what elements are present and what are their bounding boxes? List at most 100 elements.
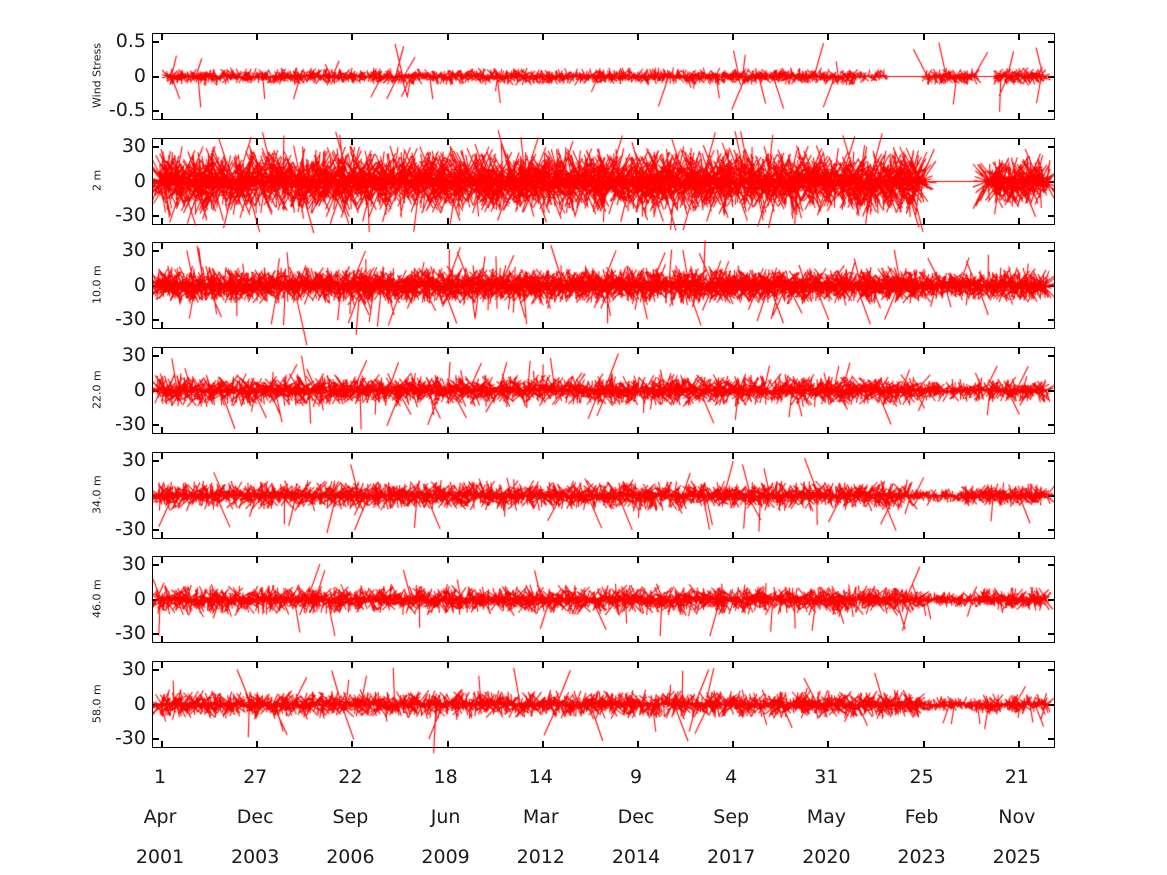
y-tick-label: 30: [121, 658, 146, 680]
y-tick-label: -30: [114, 204, 146, 226]
x-tick-label-year: 2014: [611, 846, 661, 868]
x-tick-mark: [922, 427, 925, 433]
x-tick-label-month: Feb: [904, 806, 939, 828]
x-tick-mark: [541, 427, 544, 433]
x-tick-mark: [541, 322, 544, 328]
x-tick-mark: [161, 427, 163, 433]
x-tick-mark: [1017, 453, 1020, 459]
x-tick-mark: [637, 532, 639, 538]
x-tick-mark: [922, 113, 925, 119]
y-tick-label: -0.5: [108, 99, 146, 121]
y-tick-mark: [153, 215, 159, 217]
stick-plot-canvas: [153, 330, 1054, 451]
x-tick-label-year: 2012: [516, 846, 565, 868]
y-tick-mark: [1048, 110, 1054, 112]
stick-panel-1: [152, 121, 1055, 242]
x-tick-mark: [351, 427, 354, 433]
y-tick-mark: [153, 75, 159, 78]
x-tick-mark: [446, 636, 449, 642]
x-tick-mark: [1017, 34, 1020, 40]
x-tick-mark: [637, 243, 639, 249]
x-tick-mark: [541, 532, 544, 538]
x-tick-mark: [541, 218, 544, 224]
y-tick-mark: [153, 564, 159, 566]
y-tick-label: -30: [114, 413, 146, 435]
x-tick-mark: [161, 662, 163, 668]
y-tick-mark: [1048, 460, 1054, 462]
stick-plot-canvas: [153, 225, 1054, 346]
x-tick-label: 22 Sep 2006: [305, 757, 395, 875]
x-tick-mark: [922, 741, 925, 747]
x-tick-mark: [161, 636, 163, 642]
x-tick-mark: [161, 322, 163, 328]
y-tick-mark: [153, 284, 159, 287]
y-tick-mark: [1048, 319, 1054, 321]
x-tick-mark: [446, 139, 449, 145]
x-tick-label-year: 2006: [326, 846, 375, 868]
x-tick-mark: [732, 557, 735, 563]
x-tick-mark: [637, 348, 639, 354]
x-tick-mark: [732, 636, 735, 642]
x-tick-label: 4 Sep 2017: [686, 757, 776, 875]
x-tick-mark: [922, 34, 925, 40]
x-tick-mark: [827, 348, 830, 354]
x-tick-label-day: 4: [725, 766, 738, 788]
x-tick-mark: [446, 557, 449, 563]
x-tick-mark: [1017, 636, 1020, 642]
x-tick-mark: [256, 741, 259, 747]
y-tick-mark: [153, 738, 159, 740]
x-tick-mark: [922, 636, 925, 642]
x-tick-mark: [922, 348, 925, 354]
y-tick-label: 0.5: [115, 30, 146, 52]
y-tick-label: 0: [133, 64, 146, 87]
x-tick-mark: [256, 243, 259, 249]
x-tick-mark: [922, 218, 925, 224]
y-tick-label: 0: [133, 273, 146, 296]
x-tick-label-day: 22: [338, 766, 363, 788]
stick-plot-canvas: [153, 539, 1054, 660]
x-tick-mark: [1017, 427, 1020, 433]
x-tick-label: 1 Apr 2001: [115, 757, 205, 875]
x-tick-mark: [732, 322, 735, 328]
x-tick-mark: [827, 557, 830, 563]
x-tick-mark: [446, 741, 449, 747]
x-tick-mark: [827, 453, 830, 459]
x-tick-mark: [732, 218, 735, 224]
y-tick-mark: [1048, 738, 1054, 740]
x-tick-mark: [541, 741, 544, 747]
x-tick-mark: [541, 662, 544, 668]
x-tick-mark: [1017, 322, 1020, 328]
x-tick-mark: [1017, 113, 1020, 119]
y-tick-mark: [1048, 424, 1054, 426]
x-tick-mark: [637, 557, 639, 563]
y-tick-mark: [1048, 703, 1054, 706]
x-tick-mark: [256, 427, 259, 433]
x-tick-mark: [732, 453, 735, 459]
y-tick-mark: [153, 703, 159, 706]
x-tick-mark: [827, 139, 830, 145]
y-tick-mark: [1048, 494, 1054, 497]
x-tick-mark: [922, 662, 925, 668]
x-tick-label-day: 27: [243, 766, 268, 788]
stick-panel-4: [152, 435, 1055, 556]
x-tick-mark: [161, 113, 163, 119]
y-tick-mark: [153, 146, 159, 148]
stick-plot-canvas: [153, 435, 1054, 556]
y-tick-mark: [153, 180, 159, 183]
x-tick-mark: [541, 557, 544, 563]
x-tick-mark: [541, 34, 544, 40]
y-tick-mark: [153, 41, 159, 43]
x-tick-mark: [637, 139, 639, 145]
x-tick-mark: [256, 453, 259, 459]
x-tick-label-day: 9: [629, 766, 643, 788]
x-tick-mark: [637, 741, 639, 747]
x-tick-mark: [161, 139, 163, 145]
x-tick-mark: [732, 113, 735, 119]
x-tick-mark: [732, 532, 735, 538]
y-tick-label: -30: [114, 727, 146, 749]
y-tick-label: 30: [121, 553, 146, 575]
x-tick-label-month: Mar: [522, 806, 559, 828]
x-tick-label: 27 Dec 2003: [210, 757, 300, 875]
x-tick-mark: [351, 218, 354, 224]
stick-panel-0: [152, 16, 1055, 137]
